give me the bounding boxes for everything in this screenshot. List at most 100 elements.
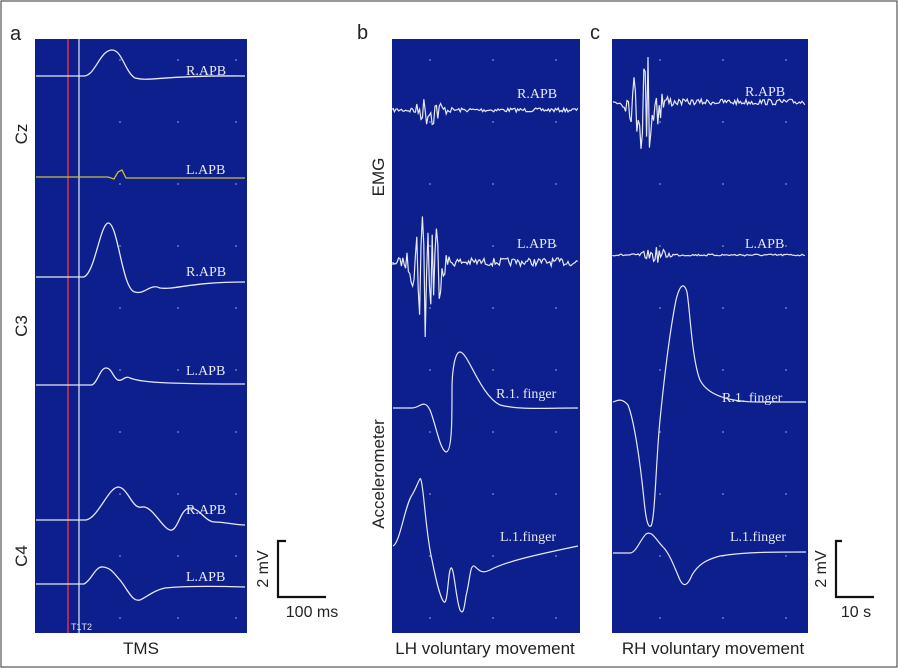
grid-dot (429, 369, 431, 371)
trace-c-l1finger (613, 532, 807, 586)
grid-dot (659, 59, 661, 61)
trace-label: R.APB (186, 64, 226, 79)
grid-dot (785, 617, 787, 619)
panel-c-caption: RH voluntary movement (622, 639, 805, 658)
scalebar-c-vertical-label: 2 mV (813, 550, 830, 588)
trace-label: L.APB (517, 237, 556, 252)
t1-t2-marker-label: T1T2 (71, 622, 92, 632)
trace-c4-lapb (36, 566, 246, 601)
grid-dot (429, 431, 431, 433)
trace-label: L.1.finger (500, 530, 556, 545)
grid-dot (722, 617, 724, 619)
panel-b-caption: LH voluntary movement (395, 639, 575, 658)
grid-dot (492, 183, 494, 185)
grid-dot (659, 555, 661, 557)
grid-dot (722, 307, 724, 309)
trace-label: R.APB (517, 87, 557, 102)
trace-c4-rapb (36, 486, 246, 531)
grid-dot (785, 121, 787, 123)
grid-dot (235, 245, 237, 247)
grid-dot (785, 555, 787, 557)
panel-b-grid-dots (429, 59, 557, 619)
panel-c-trace-labels: R.APB L.APB R.1. finger L.1.finger (722, 85, 786, 545)
trace-label: R.APB (186, 503, 226, 518)
grid-dot (659, 121, 661, 123)
panel-b-group-labels: EMG Accelerometer (369, 158, 388, 529)
trace-c-lapb (612, 247, 805, 263)
grid-dot (119, 555, 121, 557)
grid-dot (177, 555, 179, 557)
grid-dot (177, 121, 179, 123)
grid-dot (555, 617, 557, 619)
grid-dot (177, 431, 179, 433)
grid-dot (492, 617, 494, 619)
panel-c-plot (612, 39, 808, 633)
panel-a-caption: TMS (123, 639, 159, 658)
grid-dot (555, 121, 557, 123)
panel-b-traces (392, 99, 579, 613)
grid-dot (492, 59, 494, 61)
grid-dot (555, 307, 557, 309)
trace-label: R.1. finger (496, 387, 557, 402)
grid-dot (722, 121, 724, 123)
trace-cz-lapb (36, 169, 245, 180)
grid-dot (492, 245, 494, 247)
trace-b-rapb (392, 99, 579, 126)
grid-dot (235, 121, 237, 123)
trace-label: R.APB (186, 265, 226, 280)
grid-dot (659, 493, 661, 495)
grid-dot (177, 617, 179, 619)
grid-dot (785, 245, 787, 247)
trace-b-lapb (392, 216, 579, 338)
trace-b-r1finger (393, 351, 579, 453)
grid-dot (177, 369, 179, 371)
grid-dot (177, 307, 179, 309)
grid-dot (429, 307, 431, 309)
panel-b-letter: b (357, 22, 368, 44)
grid-dot (177, 183, 179, 185)
grid-dot (177, 493, 179, 495)
grid-dot (429, 59, 431, 61)
group-label-emg: EMG (369, 158, 388, 197)
grid-dot (722, 183, 724, 185)
grid-dot (555, 59, 557, 61)
panel-c-grid-dots (659, 59, 787, 619)
panel-a-trace-labels: R.APB L.APB R.APB L.APB R.APB L.APB (186, 64, 226, 585)
scalebar-a-bars (276, 539, 326, 599)
trace-label: L.APB (186, 163, 225, 178)
scalebar-c-bars (834, 539, 874, 599)
grid-dot (235, 183, 237, 185)
grid-dot (235, 493, 237, 495)
grid-dot (235, 431, 237, 433)
grid-dot (785, 307, 787, 309)
site-label-c3: C3 (12, 315, 31, 337)
trace-label: L.APB (745, 237, 784, 252)
trace-b-l1finger (392, 478, 579, 613)
grid-dot (119, 307, 121, 309)
scalebar-c: 2 mV 10 s (813, 539, 874, 621)
trace-label: R.APB (745, 85, 785, 100)
grid-dot (555, 493, 557, 495)
grid-dot (235, 307, 237, 309)
grid-dot (492, 555, 494, 557)
grid-dot (492, 307, 494, 309)
grid-dot (429, 121, 431, 123)
scalebar-a-horizontal-label: 100 ms (286, 604, 338, 621)
grid-dot (429, 245, 431, 247)
scalebar-a: 2 mV 100 ms (255, 539, 338, 621)
trace-label: L.1.finger (730, 530, 786, 545)
grid-dot (785, 431, 787, 433)
scalebar-a-vertical-label: 2 mV (255, 550, 272, 588)
grid-dot (119, 121, 121, 123)
grid-dot (659, 617, 661, 619)
group-label-accelerometer: Accelerometer (369, 419, 388, 529)
site-label-cz: Cz (12, 124, 31, 145)
grid-dot (492, 493, 494, 495)
grid-dot (492, 431, 494, 433)
grid-dot (659, 245, 661, 247)
panel-a-plot (35, 39, 247, 633)
grid-dot (722, 245, 724, 247)
trace-label: R.1. finger (722, 391, 783, 406)
grid-dot (722, 493, 724, 495)
scalebar-c-horizontal-label: 10 s (841, 604, 871, 621)
